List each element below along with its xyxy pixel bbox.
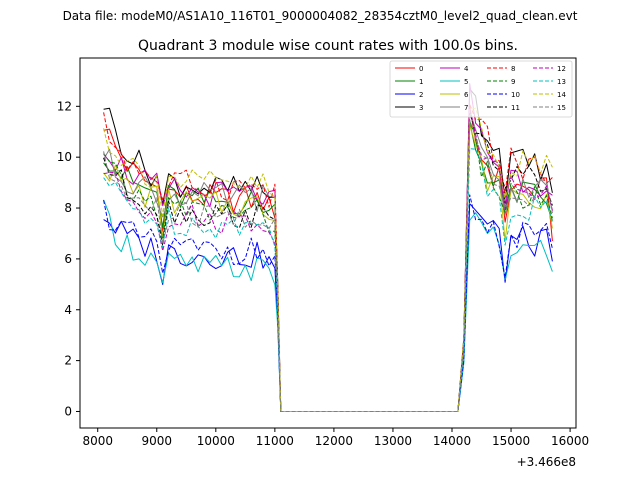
- x-tick-label: 15000: [492, 434, 530, 448]
- x-offset-label: +3.466e8: [517, 455, 576, 469]
- legend-label-5: 5: [464, 78, 468, 86]
- series-line-2: [103, 203, 553, 412]
- series-line-12: [103, 106, 553, 412]
- legend-label-2: 2: [419, 91, 423, 99]
- series-layer: [103, 83, 553, 412]
- legend-label-13: 13: [557, 78, 566, 86]
- y-tick-label: 0: [64, 404, 72, 418]
- x-tick-label: 16000: [551, 434, 589, 448]
- series-line-5: [103, 199, 553, 412]
- y-axis: 0 2 4 6 8 10 12: [57, 99, 80, 418]
- suptitle: Data file: modeM0/AS1A10_116T01_90000040…: [63, 9, 578, 23]
- y-tick-label: 2: [64, 354, 72, 368]
- legend-label-1: 1: [419, 78, 423, 86]
- axes-frame: [79, 57, 577, 429]
- x-tick-label: 10000: [197, 434, 235, 448]
- series-line-15: [103, 119, 553, 412]
- chart-title: Quadrant 3 module wise count rates with …: [138, 38, 518, 54]
- series-line-3: [103, 88, 553, 412]
- x-tick-label: 12000: [315, 434, 353, 448]
- legend-label-10: 10: [511, 91, 520, 99]
- legend-label-12: 12: [557, 65, 566, 73]
- y-tick-label: 10: [57, 150, 72, 164]
- legend-label-0: 0: [419, 65, 423, 73]
- legend-box: [389, 60, 573, 118]
- legend-label-15: 15: [557, 104, 566, 112]
- legend-label-11: 11: [511, 104, 520, 112]
- y-tick-label: 6: [64, 252, 72, 266]
- y-tick-label: 12: [57, 99, 72, 113]
- series-line-11: [103, 111, 553, 412]
- legend-label-6: 6: [464, 91, 469, 99]
- y-tick-label: 8: [64, 201, 72, 215]
- y-tick-label: 4: [64, 303, 72, 317]
- x-axis: 8000 9000 10000 11000 12000 13000 14000 15000 16…: [82, 428, 589, 448]
- legend-label-3: 3: [419, 104, 423, 112]
- series-line-14: [103, 107, 553, 412]
- series-line-1: [103, 122, 553, 412]
- legend-label-9: 9: [511, 78, 515, 86]
- x-tick-label: 14000: [433, 434, 471, 448]
- legend-label-4: 4: [464, 65, 469, 73]
- series-line-9: [103, 121, 553, 412]
- x-tick-label: 8000: [82, 434, 113, 448]
- x-tick-label: 11000: [256, 434, 294, 448]
- series-line-4: [103, 83, 553, 412]
- legend-label-14: 14: [557, 91, 566, 99]
- series-line-7: [103, 110, 553, 412]
- legend-label-7: 7: [464, 104, 468, 112]
- legend-label-8: 8: [511, 65, 515, 73]
- x-tick-label: 9000: [141, 434, 172, 448]
- series-line-13: [103, 148, 553, 412]
- series-line-10: [103, 194, 553, 412]
- series-line-8: [103, 103, 553, 412]
- x-tick-label: 13000: [374, 434, 412, 448]
